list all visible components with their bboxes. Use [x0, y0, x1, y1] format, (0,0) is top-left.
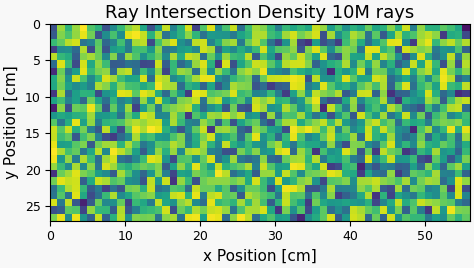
X-axis label: x Position [cm]: x Position [cm] [203, 249, 317, 264]
Y-axis label: y Position [cm]: y Position [cm] [4, 65, 19, 179]
Title: Ray Intersection Density 10M rays: Ray Intersection Density 10M rays [105, 4, 415, 22]
